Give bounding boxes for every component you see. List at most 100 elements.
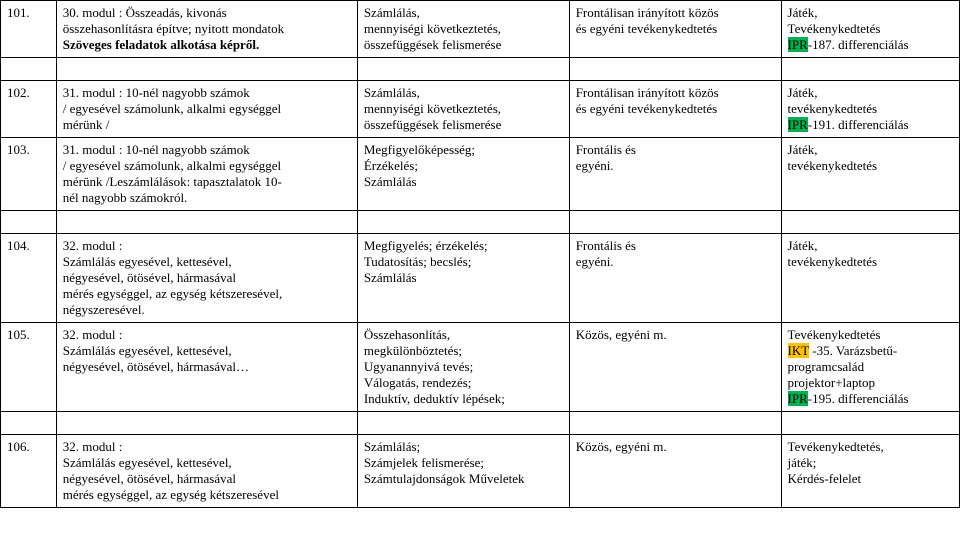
text-line: összefüggések felismerése — [364, 117, 502, 132]
note-line: tevékenykedtetés — [788, 158, 878, 173]
text-line: Induktív, deduktív lépések; — [364, 391, 505, 406]
text-line: Ugyanannyivá tevés; — [364, 359, 473, 374]
row-spacer — [1, 58, 960, 81]
note-line: Játék, — [788, 238, 818, 253]
text-line: mérés egységgel, az egység kétszeresével — [63, 487, 279, 502]
note-line: tevékenykedtetés — [788, 254, 878, 269]
topic-cell: 31. modul : 10-nél nagyobb számok/ egyes… — [56, 81, 357, 138]
notes-cell: TevékenykedtetésIKT -35. Varázsbetű-prog… — [781, 323, 959, 412]
table-row: 101.30. modul : Összeadás, kivonásösszeh… — [1, 1, 960, 58]
spacer-cell — [781, 58, 959, 81]
text-line: 31. modul : 10-nél nagyobb számok — [63, 142, 250, 157]
note-line: projektor+laptop — [788, 375, 875, 390]
ikt-tag: IKT — [788, 343, 809, 358]
note-line: Tevékenykedtetés, — [788, 439, 884, 454]
text-line: Frontálisan irányított közös — [576, 85, 719, 100]
text-line: 30. modul : Összeadás, kivonás — [63, 5, 227, 20]
note-line: Játék, — [788, 5, 818, 20]
note-line: Tevékenykedtetés — [788, 327, 881, 342]
form-cell: Frontálisan irányított közösés egyéni te… — [569, 81, 781, 138]
row-number: 101. — [1, 1, 57, 58]
topic-cell: 30. modul : Összeadás, kivonásösszehason… — [56, 1, 357, 58]
text-line: mérünk /Leszámlálások: tapasztalatok 10- — [63, 174, 282, 189]
text-line: összehasonlításra építve; nyitott mondat… — [63, 21, 284, 36]
spacer-cell — [56, 211, 357, 234]
skills-cell: Számlálás;Számjelek felismerése;Számtula… — [357, 435, 569, 508]
curriculum-table: 101.30. modul : Összeadás, kivonásösszeh… — [0, 0, 960, 508]
text-line: Számlálás — [364, 270, 417, 285]
skills-cell: Összehasonlítás,megkülönböztetés;Ugyanan… — [357, 323, 569, 412]
spacer-cell — [56, 58, 357, 81]
note-line: Játék, — [788, 142, 818, 157]
skills-cell: Megfigyelőképesség;Érzékelés;Számlálás — [357, 138, 569, 211]
spacer-cell — [781, 412, 959, 435]
text-line: Frontális és — [576, 142, 636, 157]
form-cell: Frontális ésegyéni. — [569, 138, 781, 211]
text-line: Számlálás egyesével, kettesével, — [63, 343, 232, 358]
text-line: négyesével, ötösével, hármasával — [63, 471, 236, 486]
table-row: 103.31. modul : 10-nél nagyobb számok/ e… — [1, 138, 960, 211]
text-line: Számlálás egyesével, kettesével, — [63, 254, 232, 269]
table-row: 104.32. modul :Számlálás egyesével, kett… — [1, 234, 960, 323]
note-line: Kérdés-felelet — [788, 471, 862, 486]
form-cell: Közös, egyéni m. — [569, 435, 781, 508]
spacer-cell — [357, 211, 569, 234]
ipr-tag: IPR — [788, 391, 808, 406]
text-line: és egyéni tevékenykedtetés — [576, 101, 718, 116]
text-line: Számlálás — [364, 174, 417, 189]
topic-cell: 31. modul : 10-nél nagyobb számok/ egyes… — [56, 138, 357, 211]
row-number: 102. — [1, 81, 57, 138]
text-line: Számlálás egyesével, kettesével, — [63, 455, 232, 470]
text-line: Megfigyelőképesség; — [364, 142, 475, 157]
text-line: Frontális és — [576, 238, 636, 253]
text-line: Számlálás; — [364, 439, 420, 454]
text-line: Szöveges feladatok alkotása képről. — [63, 37, 259, 52]
note-line: tevékenykedtetés — [788, 101, 878, 116]
spacer-cell — [357, 58, 569, 81]
text-line: 32. modul : — [63, 238, 123, 253]
text-line: Válogatás, rendezés; — [364, 375, 472, 390]
skills-cell: Megfigyelés; érzékelés;Tudatosítás; becs… — [357, 234, 569, 323]
table-row: 105.32. modul :Számlálás egyesével, kett… — [1, 323, 960, 412]
text-line: mennyiségi következtetés, — [364, 101, 501, 116]
notes-cell: Játék,TevékenykedtetésIPR-187. differenc… — [781, 1, 959, 58]
text-line: Érzékelés; — [364, 158, 418, 173]
topic-cell: 32. modul :Számlálás egyesével, kettesév… — [56, 435, 357, 508]
notes-cell: Játék,tevékenykedtetés — [781, 138, 959, 211]
note-line: programcsalád — [788, 359, 865, 374]
ipr-tag: IPR — [788, 117, 808, 132]
text-line: Frontálisan irányított közös — [576, 5, 719, 20]
row-number: 103. — [1, 138, 57, 211]
spacer-cell — [569, 412, 781, 435]
spacer-cell — [1, 412, 57, 435]
row-number: 104. — [1, 234, 57, 323]
row-number: 106. — [1, 435, 57, 508]
spacer-cell — [1, 211, 57, 234]
text-line: megkülönböztetés; — [364, 343, 462, 358]
table-row: 102.31. modul : 10-nél nagyobb számok/ e… — [1, 81, 960, 138]
text-line: Tudatosítás; becslés; — [364, 254, 472, 269]
skills-cell: Számlálás,mennyiségi következtetés,össze… — [357, 81, 569, 138]
note-line: Tevékenykedtetés — [788, 21, 881, 36]
text-line: / egyesével számolunk, alkalmi egységgel — [63, 158, 281, 173]
text-line: Összehasonlítás, — [364, 327, 450, 342]
text-line: mérünk / — [63, 117, 110, 132]
topic-cell: 32. modul :Számlálás egyesével, kettesév… — [56, 234, 357, 323]
text-line: Számjelek felismerése; — [364, 455, 484, 470]
text-line: Számtulajdonságok Műveletek — [364, 471, 525, 486]
text-line: összefüggések felismerése — [364, 37, 502, 52]
spacer-cell — [357, 412, 569, 435]
text-line: Közös, egyéni m. — [576, 439, 667, 454]
text-line: mérés egységgel, az egység kétszeresével… — [63, 286, 282, 301]
text-line: mennyiségi következtetés, — [364, 21, 501, 36]
skills-cell: Számlálás,mennyiségi következtetés,össze… — [357, 1, 569, 58]
text-line: 32. modul : — [63, 439, 123, 454]
text-line: egyéni. — [576, 254, 614, 269]
row-number: 105. — [1, 323, 57, 412]
note-line: játék; — [788, 455, 817, 470]
form-cell: Frontálisan irányított közösés egyéni te… — [569, 1, 781, 58]
spacer-cell — [569, 211, 781, 234]
table-row: 106.32. modul :Számlálás egyesével, kett… — [1, 435, 960, 508]
text-line: / egyesével számolunk, alkalmi egységgel — [63, 101, 281, 116]
spacer-cell — [781, 211, 959, 234]
